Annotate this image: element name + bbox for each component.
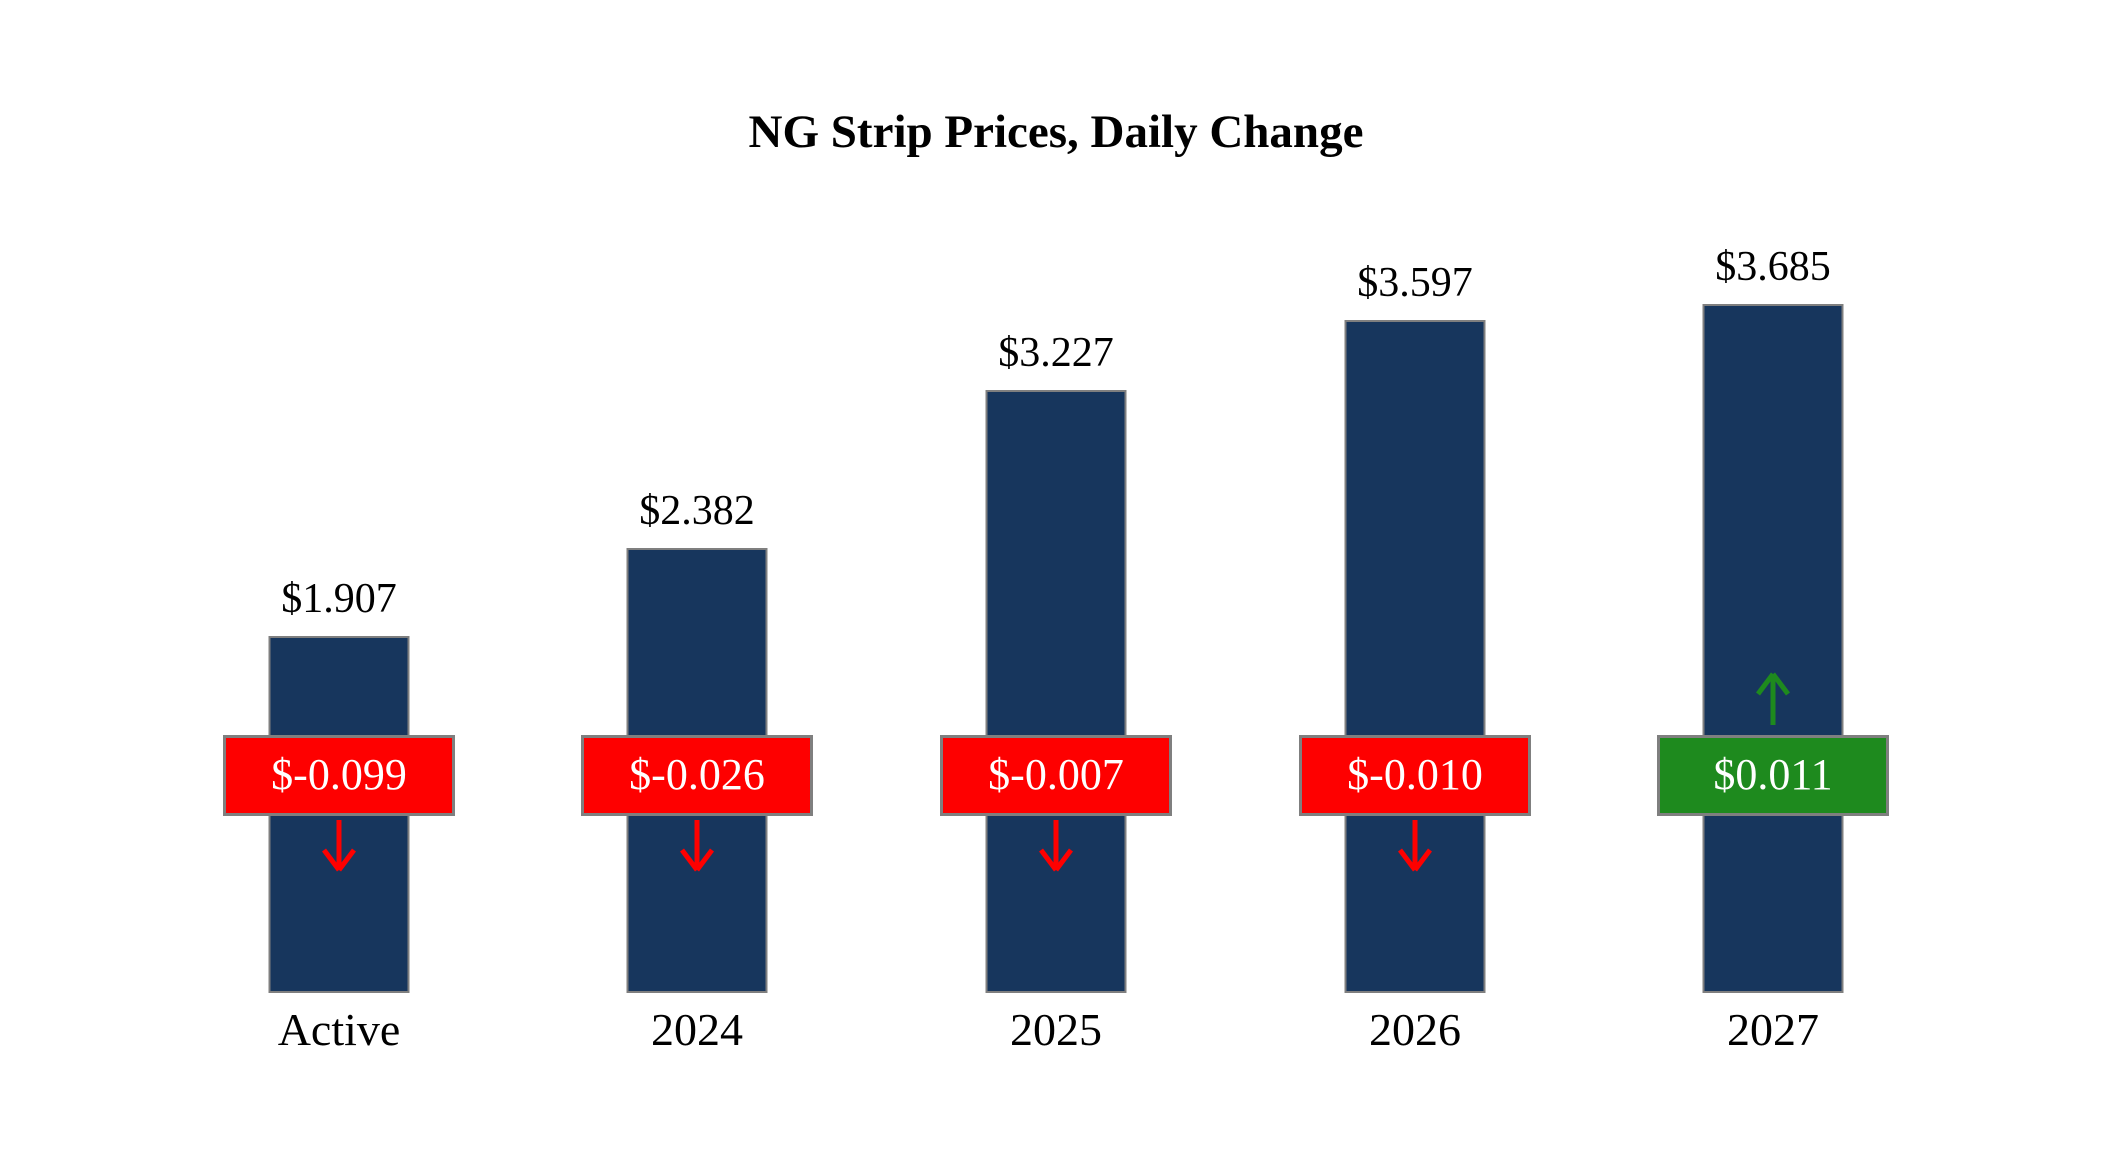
up-arrow-icon: [1749, 671, 1797, 727]
category-label: 2026: [1369, 1004, 1461, 1055]
down-arrow-icon: [673, 818, 721, 873]
bar-value-label: $2.382: [639, 488, 755, 534]
bar: [985, 390, 1127, 993]
category-label: Active: [277, 1004, 401, 1055]
bar-value-label: $3.685: [1715, 244, 1831, 290]
bar-value-label: $3.227: [998, 330, 1114, 376]
plot-area: $1.907 $-0.099 Active $2.382 $-0.026 202…: [221, 150, 1891, 1053]
bar: [1702, 304, 1844, 993]
bar: [1344, 320, 1486, 993]
chart-column: $3.685 $0.011 2027: [1655, 150, 1891, 1053]
chart-column: $1.907 $-0.099 Active: [221, 150, 457, 1053]
down-arrow-icon: [315, 818, 363, 873]
change-badge: $-0.010: [1299, 735, 1531, 816]
change-badge: $-0.099: [223, 735, 455, 816]
change-badge: $0.011: [1657, 735, 1889, 816]
bar-value-label: $1.907: [281, 576, 397, 622]
chart-column: $3.597 $-0.010 2026: [1297, 150, 1533, 1053]
change-badge: $-0.007: [940, 735, 1172, 816]
category-label: 2025: [1010, 1004, 1102, 1055]
change-badge: $-0.026: [581, 735, 813, 816]
bar-value-label: $3.597: [1357, 260, 1473, 306]
down-arrow-icon: [1391, 818, 1439, 873]
chart-column: $3.227 $-0.007 2025: [938, 150, 1174, 1053]
chart-title: NG Strip Prices, Daily Change: [748, 106, 1364, 158]
chart-column: $2.382 $-0.026 2024: [579, 150, 815, 1053]
category-label: 2027: [1727, 1004, 1819, 1055]
down-arrow-icon: [1032, 818, 1080, 873]
category-label: 2024: [651, 1004, 743, 1055]
